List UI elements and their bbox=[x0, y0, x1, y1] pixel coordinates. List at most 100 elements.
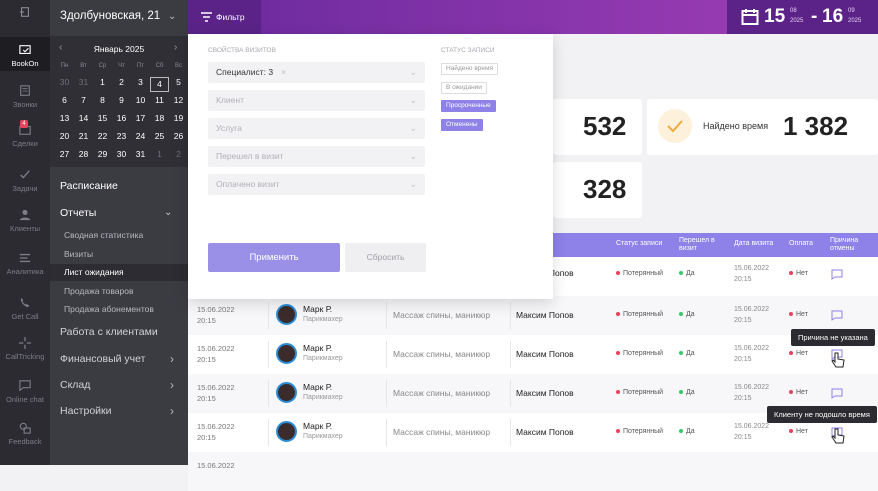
pay-cell: Нет bbox=[789, 311, 808, 318]
rail-item-get-call[interactable]: Get Call bbox=[0, 297, 50, 321]
comment-icon[interactable] bbox=[831, 310, 843, 321]
table-row[interactable]: 15.06.2022 20:15 Марк Р. Парикмахер Массаж с… bbox=[188, 335, 878, 374]
date-range[interactable]: 15 08 2025 - 16 09 2025 bbox=[727, 0, 878, 34]
calendar-day[interactable]: 25 bbox=[154, 131, 165, 141]
calendar-weekday: Вт bbox=[80, 63, 87, 69]
calendar-day[interactable]: 9 bbox=[119, 95, 124, 105]
table-row[interactable]: 15.06.2022 20:15 Марк Р. Парикмахер Массаж с… bbox=[188, 296, 878, 335]
nav-sub-item[interactable]: Продажа абонементов bbox=[64, 304, 154, 314]
rail-item-calltricking[interactable]: CallTricking bbox=[0, 337, 50, 361]
date-to-year: 2025 bbox=[848, 18, 862, 24]
nav-sub-item[interactable]: Продажа товаров bbox=[64, 285, 134, 296]
chevron-right-icon[interactable]: › bbox=[170, 352, 174, 366]
status-cell: Потерянный bbox=[616, 311, 663, 318]
nav-sub-item[interactable]: Визиты bbox=[64, 248, 94, 259]
calendar-day[interactable]: 2 bbox=[119, 77, 124, 87]
rail-item-label: Аналитика bbox=[6, 267, 44, 276]
rail-item-сделки[interactable]: Сделки 4 bbox=[0, 120, 50, 148]
chevron-down-icon[interactable]: ⌄ bbox=[164, 207, 173, 218]
next-month-icon[interactable]: › bbox=[174, 42, 178, 53]
table-row[interactable]: 15.06.2022 bbox=[188, 452, 878, 491]
calendar-day[interactable]: 23 bbox=[116, 131, 127, 141]
calendar-day[interactable]: 5 bbox=[176, 77, 181, 87]
home-icon[interactable] bbox=[0, 6, 50, 21]
rail-item-задачи[interactable]: Задачи bbox=[0, 169, 50, 193]
table-row[interactable]: 15.06.2022 20:15 Марк Р. Парикмахер Массаж с… bbox=[188, 413, 878, 452]
branch-address[interactable]: Здолбуновская, 21 bbox=[60, 10, 161, 22]
chevron-down-icon[interactable]: ⌄ bbox=[168, 11, 177, 22]
filter-field[interactable]: Перешел в визит ⌄ bbox=[208, 146, 425, 167]
nav-sub-item[interactable]: Сводная статистика bbox=[64, 230, 144, 240]
pay-text: Нет bbox=[796, 350, 808, 357]
calendar-day[interactable]: 30 bbox=[116, 149, 127, 159]
nav-section[interactable]: Финансовый учет bbox=[60, 353, 146, 365]
status-tag[interactable]: Найдено время bbox=[441, 63, 499, 75]
calendar-day[interactable]: 2 bbox=[176, 149, 181, 159]
status-tag[interactable]: Просроченные bbox=[441, 100, 496, 112]
filter-field[interactable]: Специалист: 3 × ⌄ bbox=[208, 62, 425, 83]
rail-item-клиенты[interactable]: Клиенты bbox=[0, 209, 50, 233]
calendar-day[interactable]: 18 bbox=[154, 113, 165, 123]
comment-icon[interactable] bbox=[831, 388, 843, 399]
calendar-day[interactable]: 8 bbox=[100, 95, 105, 105]
chevron-right-icon[interactable]: › bbox=[170, 378, 174, 392]
calendar-day[interactable]: 14 bbox=[78, 113, 89, 123]
rail-item-feedback[interactable]: Feedback bbox=[0, 422, 50, 446]
nav-section[interactable]: Работа с клиентами bbox=[60, 326, 158, 338]
calendar-day[interactable]: 17 bbox=[135, 113, 146, 123]
calendar-day[interactable]: 30 bbox=[59, 77, 70, 87]
clear-icon[interactable]: × bbox=[281, 67, 287, 77]
filter-field[interactable]: Клиент ⌄ bbox=[208, 90, 425, 111]
apply-button[interactable]: Применить bbox=[208, 243, 340, 272]
filter-field[interactable]: Услуга ⌄ bbox=[208, 118, 425, 139]
calendar-day[interactable]: 28 bbox=[78, 149, 89, 159]
reset-button[interactable]: Сбросить bbox=[345, 243, 426, 272]
rail-item-online-chat[interactable]: Online chat bbox=[0, 380, 50, 404]
filter-field[interactable]: Оплачено визит ⌄ bbox=[208, 174, 425, 195]
status-tag[interactable]: В ожидании bbox=[441, 81, 487, 94]
calendar-day[interactable]: 26 bbox=[173, 131, 184, 141]
calendar-day[interactable]: 19 bbox=[173, 113, 184, 123]
date-to-day: 16 bbox=[822, 6, 844, 27]
calendar-day[interactable]: 24 bbox=[135, 131, 146, 141]
chevron-right-icon[interactable]: › bbox=[170, 404, 174, 418]
calendar-day[interactable]: 3 bbox=[138, 77, 143, 87]
calendar-day[interactable]: 16 bbox=[116, 113, 127, 123]
calendar-day[interactable]: 1 bbox=[157, 149, 162, 159]
booking-time: 20:15 bbox=[197, 433, 216, 442]
service-name: Массаж спины, маникюр bbox=[393, 310, 491, 320]
nav-section[interactable]: Настройки bbox=[60, 405, 112, 417]
calendar-day[interactable]: 31 bbox=[78, 77, 89, 87]
th-status: Статус записи bbox=[616, 240, 663, 247]
calendar-day[interactable]: 31 bbox=[135, 149, 146, 159]
booking-date: 15.06.2022 bbox=[197, 305, 235, 314]
rail-item-label: Клиенты bbox=[9, 224, 41, 233]
calendar-day[interactable]: 22 bbox=[97, 131, 108, 141]
calendar-day[interactable]: 11 bbox=[155, 95, 164, 105]
rail-item-звонки[interactable]: Звонки bbox=[0, 85, 50, 109]
comment-icon[interactable] bbox=[831, 269, 843, 280]
calendar-day[interactable]: 20 bbox=[59, 131, 70, 141]
nav-section[interactable]: Склад bbox=[60, 379, 91, 391]
nav-schedule[interactable]: Расписание bbox=[60, 180, 118, 192]
table-row[interactable]: 15.06.2022 20:15 Марк Р. Парикмахер Массаж с… bbox=[188, 374, 878, 413]
calendar-day[interactable]: 27 bbox=[59, 149, 70, 159]
calendar-day[interactable]: 21 bbox=[78, 131, 89, 141]
status-tag[interactable]: Отменены bbox=[441, 118, 483, 131]
filter-button[interactable]: Фильтр bbox=[188, 0, 261, 34]
rail-item-bookon[interactable]: BookOn bbox=[0, 37, 50, 71]
calendar-day[interactable]: 4 bbox=[150, 77, 169, 92]
nav-reports[interactable]: Отчеты bbox=[60, 207, 97, 219]
calendar-day[interactable]: 6 bbox=[62, 95, 67, 105]
rail-item-аналитика[interactable]: Аналитика bbox=[0, 252, 50, 276]
calendar-day[interactable]: 15 bbox=[97, 113, 108, 123]
calendar-day[interactable]: 29 bbox=[97, 149, 108, 159]
calendar-day[interactable]: 12 bbox=[173, 95, 184, 105]
chevron-down-icon: ⌄ bbox=[409, 67, 417, 77]
calendar-day[interactable]: 13 bbox=[59, 113, 70, 123]
calendar-day[interactable]: 10 bbox=[135, 95, 146, 105]
prev-month-icon[interactable]: ‹ bbox=[59, 42, 63, 53]
calendar-day[interactable]: 1 bbox=[100, 77, 105, 87]
calendar-day[interactable]: 7 bbox=[81, 95, 86, 105]
nav-sub-item[interactable]: Лист ожидания bbox=[64, 267, 124, 277]
